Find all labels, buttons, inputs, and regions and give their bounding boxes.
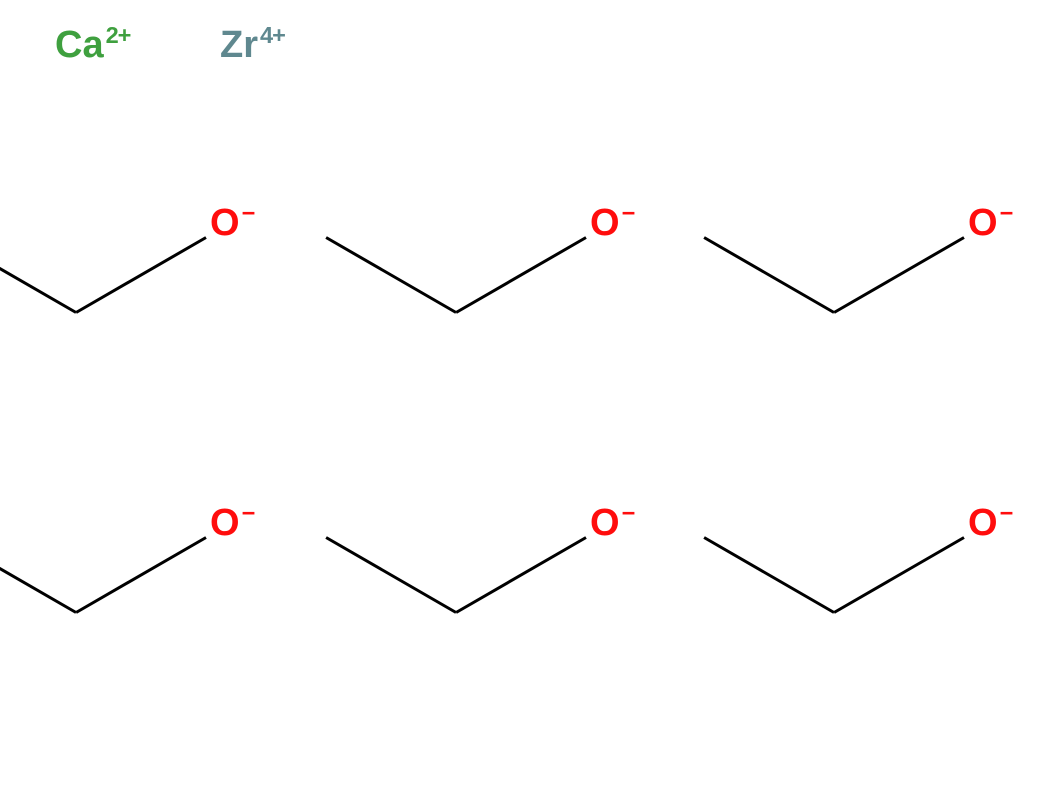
bond-o1-c1 bbox=[75, 236, 206, 314]
molecule-canvas: Ca2+Zr4+O−O−O−O−O−O− bbox=[0, 0, 1059, 788]
zirconium-ion: Zr4+ bbox=[220, 22, 285, 67]
oxygen-anion-6: O− bbox=[968, 500, 1012, 545]
calcium-ion-charge: 2+ bbox=[106, 22, 131, 49]
bond-c1-c2-6 bbox=[703, 536, 834, 614]
oxygen-anion-4-symbol: O bbox=[210, 502, 240, 545]
oxygen-anion-1-symbol: O bbox=[210, 202, 240, 245]
oxygen-anion-1-charge: − bbox=[242, 200, 255, 227]
bond-o6-c1 bbox=[833, 536, 964, 614]
oxygen-anion-1: O− bbox=[210, 200, 254, 245]
bond-o4-c1 bbox=[75, 536, 206, 614]
oxygen-anion-2: O− bbox=[590, 200, 634, 245]
oxygen-anion-5-charge: − bbox=[622, 500, 635, 527]
oxygen-anion-6-charge: − bbox=[1000, 500, 1013, 527]
bond-o5-c1 bbox=[455, 536, 586, 614]
bond-c1-c2-3 bbox=[703, 236, 834, 314]
oxygen-anion-5: O− bbox=[590, 500, 634, 545]
bond-c1-c2-5 bbox=[325, 536, 456, 614]
oxygen-anion-6-symbol: O bbox=[968, 502, 998, 545]
oxygen-anion-2-symbol: O bbox=[590, 202, 620, 245]
bond-c1-c2-1 bbox=[0, 236, 77, 314]
bond-c1-c2-4 bbox=[0, 536, 77, 614]
calcium-ion-symbol: Ca bbox=[55, 24, 104, 67]
bond-o3-c1 bbox=[833, 236, 964, 314]
oxygen-anion-5-symbol: O bbox=[590, 502, 620, 545]
oxygen-anion-2-charge: − bbox=[622, 200, 635, 227]
calcium-ion: Ca2+ bbox=[55, 22, 130, 67]
oxygen-anion-4: O− bbox=[210, 500, 254, 545]
oxygen-anion-4-charge: − bbox=[242, 500, 255, 527]
oxygen-anion-3: O− bbox=[968, 200, 1012, 245]
bond-o2-c1 bbox=[455, 236, 586, 314]
zirconium-ion-charge: 4+ bbox=[260, 22, 285, 49]
zirconium-ion-symbol: Zr bbox=[220, 24, 258, 67]
oxygen-anion-3-symbol: O bbox=[968, 202, 998, 245]
bond-c1-c2-2 bbox=[325, 236, 456, 314]
oxygen-anion-3-charge: − bbox=[1000, 200, 1013, 227]
